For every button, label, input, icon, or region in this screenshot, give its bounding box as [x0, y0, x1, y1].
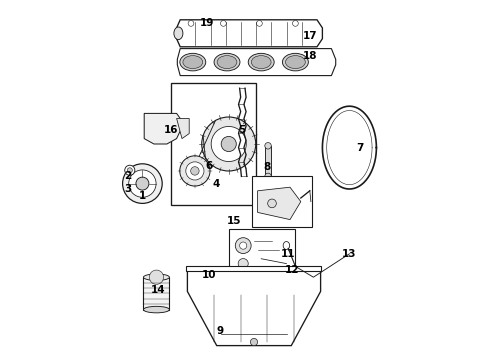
Text: 18: 18	[302, 51, 317, 61]
Bar	[265, 146, 271, 176]
Polygon shape	[187, 268, 320, 346]
Text: 9: 9	[216, 326, 223, 336]
Circle shape	[122, 164, 162, 203]
Ellipse shape	[286, 55, 305, 69]
Text: 4: 4	[213, 179, 220, 189]
Circle shape	[265, 173, 271, 180]
Ellipse shape	[248, 53, 274, 71]
Circle shape	[136, 177, 149, 190]
Bar	[186, 266, 320, 271]
Polygon shape	[144, 113, 184, 144]
Text: 10: 10	[202, 270, 216, 280]
Text: 14: 14	[151, 285, 166, 295]
Ellipse shape	[217, 55, 237, 69]
Circle shape	[235, 238, 251, 253]
Polygon shape	[176, 118, 189, 139]
Polygon shape	[176, 20, 322, 47]
Circle shape	[202, 117, 256, 171]
Text: 8: 8	[263, 162, 270, 172]
Ellipse shape	[144, 306, 170, 313]
Circle shape	[265, 143, 271, 149]
Circle shape	[268, 199, 276, 208]
Text: 5: 5	[238, 125, 245, 135]
Circle shape	[191, 167, 199, 175]
Text: 1: 1	[139, 191, 146, 201]
Text: 13: 13	[342, 249, 357, 259]
Ellipse shape	[144, 274, 170, 280]
Circle shape	[125, 165, 135, 175]
Text: 16: 16	[164, 125, 178, 135]
Circle shape	[238, 258, 248, 269]
Circle shape	[129, 170, 156, 197]
Text: 12: 12	[285, 265, 299, 275]
Text: 6: 6	[205, 161, 213, 171]
Text: 2: 2	[124, 171, 132, 181]
Circle shape	[149, 270, 164, 284]
Circle shape	[257, 21, 262, 26]
Circle shape	[240, 242, 247, 249]
Text: 19: 19	[200, 18, 215, 28]
Circle shape	[180, 156, 210, 186]
Bar	[229, 229, 295, 277]
Circle shape	[186, 162, 204, 180]
Circle shape	[221, 136, 236, 152]
Ellipse shape	[180, 53, 206, 71]
Ellipse shape	[251, 55, 271, 69]
Polygon shape	[177, 49, 336, 76]
Circle shape	[250, 338, 258, 346]
Bar	[144, 277, 170, 310]
Text: 17: 17	[302, 31, 317, 41]
Bar	[252, 176, 312, 227]
Text: 3: 3	[124, 184, 132, 194]
Circle shape	[188, 21, 194, 26]
Ellipse shape	[183, 55, 203, 69]
Circle shape	[293, 21, 298, 26]
Ellipse shape	[282, 53, 308, 71]
Ellipse shape	[214, 53, 240, 71]
Text: 7: 7	[357, 143, 364, 153]
Text: 15: 15	[227, 216, 242, 226]
Text: 11: 11	[281, 249, 295, 259]
Ellipse shape	[174, 27, 183, 40]
Circle shape	[211, 126, 246, 162]
Bar	[171, 83, 256, 205]
Circle shape	[127, 168, 132, 173]
Polygon shape	[258, 187, 301, 220]
Circle shape	[220, 21, 226, 26]
